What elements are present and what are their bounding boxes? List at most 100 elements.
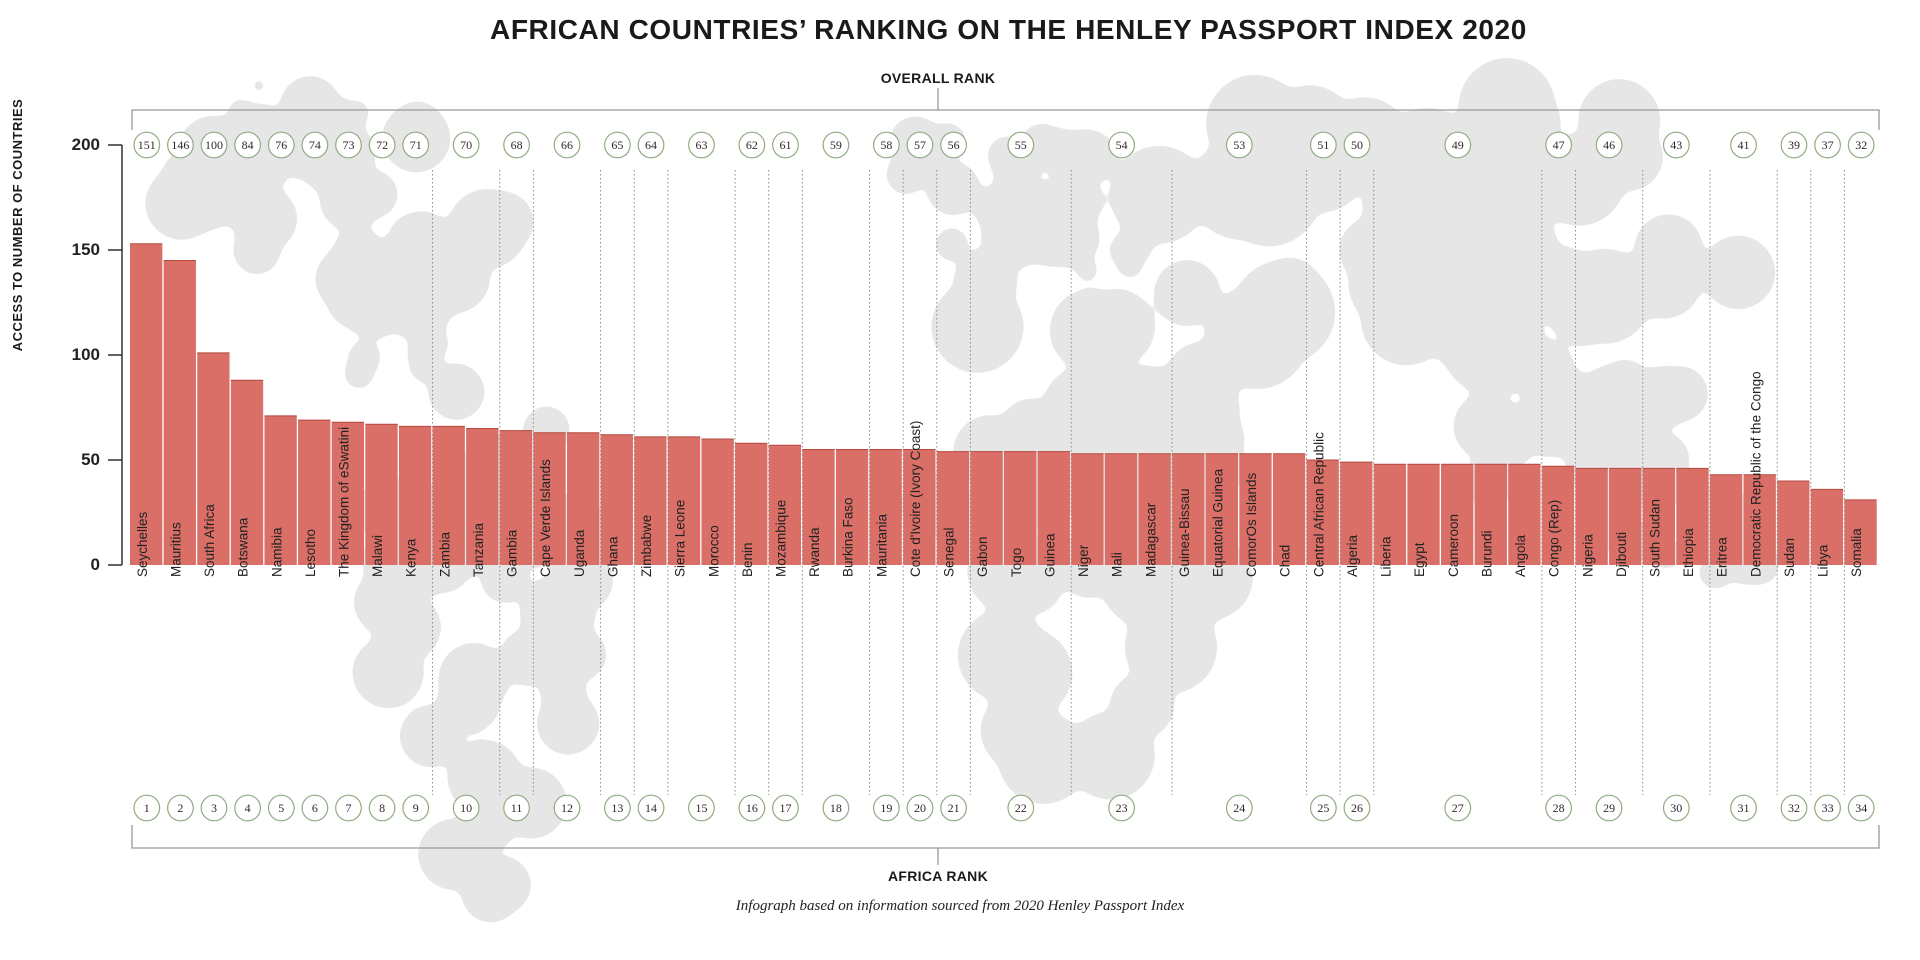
svg-text:10: 10 [460,801,472,815]
svg-text:Gabon: Gabon [975,536,990,577]
svg-text:68: 68 [511,138,523,152]
svg-text:Sudan: Sudan [1782,538,1797,577]
svg-text:Malawi: Malawi [370,535,385,577]
svg-text:27: 27 [1452,801,1464,815]
svg-text:146: 146 [171,138,189,152]
svg-text:12: 12 [561,801,573,815]
svg-text:Namibia: Namibia [269,527,284,577]
svg-text:Chad: Chad [1278,545,1293,577]
svg-text:37: 37 [1822,138,1834,152]
svg-text:72: 72 [376,138,388,152]
svg-text:Mauritania: Mauritania [874,513,889,577]
svg-text:Democratic Republic of the Con: Democratic Republic of the Congo [1748,371,1763,577]
svg-text:55: 55 [1015,138,1027,152]
svg-text:Cote d'Ivoire (Ivory Coast): Cote d'Ivoire (Ivory Coast) [908,421,923,577]
svg-text:28: 28 [1553,801,1565,815]
svg-text:Liberia: Liberia [1379,536,1394,577]
svg-text:100: 100 [205,138,223,152]
svg-text:31: 31 [1738,801,1750,815]
svg-text:Niger: Niger [1076,544,1091,577]
svg-text:32: 32 [1855,138,1867,152]
svg-text:8: 8 [379,801,385,815]
svg-text:2: 2 [177,801,183,815]
svg-text:Mali: Mali [1110,552,1125,577]
svg-text:ComorOs Islands: ComorOs Islands [1244,472,1259,577]
svg-text:South Africa: South Africa [202,504,217,577]
svg-text:76: 76 [275,138,287,152]
svg-text:30: 30 [1670,801,1682,815]
svg-text:61: 61 [780,138,792,152]
svg-text:32: 32 [1788,801,1800,815]
svg-text:Somalia: Somalia [1849,528,1864,577]
svg-text:71: 71 [410,138,422,152]
svg-text:5: 5 [278,801,284,815]
svg-text:49: 49 [1452,138,1464,152]
svg-text:The Kingdom of eSwatini: The Kingdom of eSwatini [337,427,352,577]
svg-text:Burundi: Burundi [1479,530,1494,577]
svg-text:Central African Republic: Central African Republic [1311,432,1326,577]
svg-text:Eritrea: Eritrea [1715,537,1730,577]
svg-text:70: 70 [460,138,472,152]
svg-text:43: 43 [1670,138,1682,152]
svg-text:151: 151 [138,138,156,152]
svg-text:4: 4 [245,801,251,815]
svg-text:14: 14 [645,801,657,815]
svg-text:25: 25 [1317,801,1329,815]
svg-text:Cape Verde Islands: Cape Verde Islands [538,459,553,577]
svg-text:Cameroon: Cameroon [1446,514,1461,577]
svg-text:56: 56 [948,138,960,152]
svg-text:Equatorial Guinea: Equatorial Guinea [1211,468,1226,577]
svg-text:62: 62 [746,138,758,152]
svg-text:Seychelles: Seychelles [135,511,150,577]
svg-text:19: 19 [880,801,892,815]
svg-text:29: 29 [1603,801,1615,815]
svg-text:Ethiopia: Ethiopia [1681,528,1696,577]
svg-text:34: 34 [1855,801,1867,815]
svg-text:11: 11 [511,801,523,815]
svg-text:South Sudan: South Sudan [1648,499,1663,577]
svg-text:Egypt: Egypt [1412,542,1427,577]
svg-text:Mozambique: Mozambique [774,500,789,577]
svg-text:26: 26 [1351,801,1363,815]
svg-text:Tanzania: Tanzania [471,522,486,577]
svg-text:Togo: Togo [1009,548,1024,577]
svg-text:Benin: Benin [740,542,755,577]
svg-text:57: 57 [914,138,926,152]
svg-text:Gambia: Gambia [505,529,520,577]
svg-text:Rwanda: Rwanda [807,527,822,577]
svg-text:150: 150 [72,240,100,259]
svg-text:Algeria: Algeria [1345,534,1360,577]
svg-text:9: 9 [413,801,419,815]
svg-text:3: 3 [211,801,217,815]
svg-text:Botswana: Botswana [236,517,251,577]
svg-text:84: 84 [242,138,254,152]
svg-text:Nigeria: Nigeria [1580,534,1595,577]
svg-text:50: 50 [81,450,100,469]
svg-text:Guinea: Guinea [1042,533,1057,577]
svg-text:Zimbabwe: Zimbabwe [639,515,654,577]
svg-text:200: 200 [72,135,100,154]
svg-text:53: 53 [1233,138,1245,152]
svg-text:16: 16 [746,801,758,815]
svg-text:15: 15 [695,801,707,815]
svg-text:46: 46 [1603,138,1615,152]
svg-text:51: 51 [1317,138,1329,152]
svg-text:7: 7 [346,801,352,815]
svg-text:13: 13 [611,801,623,815]
svg-text:6: 6 [312,801,318,815]
svg-text:1: 1 [144,801,150,815]
svg-text:Sierra Leone: Sierra Leone [673,500,688,577]
svg-text:Madagascar: Madagascar [1143,502,1158,577]
svg-text:64: 64 [645,138,657,152]
svg-text:Angola: Angola [1513,534,1528,577]
svg-text:21: 21 [948,801,960,815]
svg-text:74: 74 [309,138,321,152]
svg-text:Congo (Rep): Congo (Rep) [1547,500,1562,577]
svg-text:Djibouti: Djibouti [1614,532,1629,577]
svg-text:Ghana: Ghana [605,536,620,577]
svg-text:100: 100 [72,345,100,364]
svg-text:20: 20 [914,801,926,815]
svg-text:Libya: Libya [1816,544,1831,577]
svg-text:24: 24 [1233,801,1245,815]
svg-text:Lesotho: Lesotho [303,529,318,577]
